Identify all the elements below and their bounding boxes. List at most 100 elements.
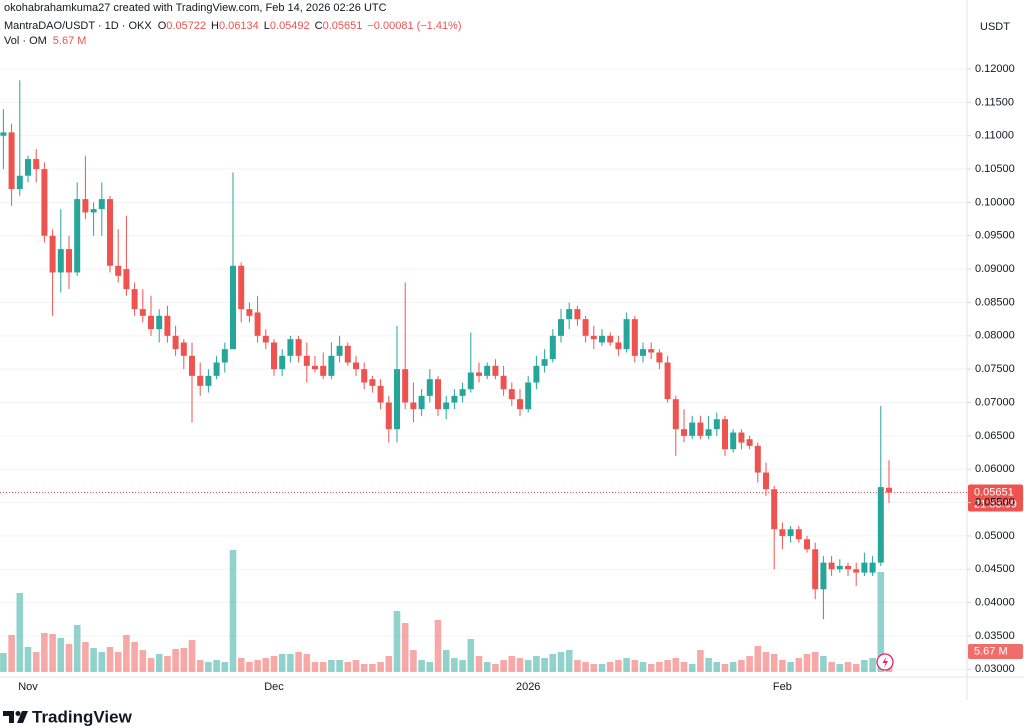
candle-body <box>353 362 359 370</box>
candle-body <box>467 372 474 390</box>
candle-body <box>763 472 769 490</box>
candle-body <box>845 565 851 570</box>
candle-body <box>295 339 302 356</box>
candle-body <box>877 487 884 563</box>
volume-bar <box>65 644 73 672</box>
x-tick-label: Nov <box>18 681 38 693</box>
y-tick-label: 0.08500 <box>975 296 1015 308</box>
logo: TradingView <box>3 707 133 726</box>
candle-body <box>640 349 646 356</box>
candle-body <box>517 399 523 410</box>
candle-body <box>664 362 671 400</box>
volume-bar <box>82 642 89 672</box>
candle-body <box>574 309 581 320</box>
volume-bar <box>328 660 335 672</box>
candle-body <box>754 445 761 473</box>
volume-bar <box>820 656 827 672</box>
price-label: 0.05651 <box>974 486 1014 498</box>
candle-body <box>787 529 794 536</box>
volume-bar <box>516 658 524 672</box>
candle-layer <box>0 80 892 620</box>
y-tick-label: 0.10000 <box>975 196 1015 208</box>
y-axis-label: USDT <box>980 21 1010 33</box>
volume-bar <box>500 660 507 672</box>
volume-bar <box>196 660 204 672</box>
volume-bar <box>639 662 647 672</box>
alert-icon <box>876 653 894 671</box>
countdown: 21:33:09 <box>974 498 1017 510</box>
candle-body <box>697 422 704 436</box>
volume-bar <box>221 662 229 672</box>
volume-bar <box>762 652 770 672</box>
volume-bar <box>172 649 179 672</box>
x-tick-label: Dec <box>264 681 284 693</box>
volume-bar <box>598 664 606 672</box>
candle-body <box>172 335 179 350</box>
candle-body <box>779 529 786 536</box>
volume-bar <box>656 662 663 672</box>
y-tick-label: 0.07500 <box>975 363 1015 375</box>
volume-bar <box>770 654 778 672</box>
symbol: MantraDAO/USDT · 1D · OKX <box>4 20 152 32</box>
candle-body <box>246 309 253 316</box>
y-tick-label: 0.11500 <box>975 96 1014 108</box>
y-tick-label: 0.06500 <box>975 430 1015 442</box>
x-tick-label: 2026 <box>516 681 540 693</box>
candle-body <box>394 369 400 430</box>
volume-bar <box>24 647 32 672</box>
candle-body <box>369 379 376 386</box>
volume-bar <box>475 656 483 672</box>
candle-body <box>205 375 212 386</box>
volume-bar <box>451 658 458 672</box>
volume-bar <box>787 662 794 672</box>
volume-bar <box>0 653 7 672</box>
volume-bar <box>811 652 819 672</box>
y-tick-label: 0.08000 <box>975 330 1015 342</box>
candle-body <box>795 529 802 540</box>
volume-bar <box>549 654 557 672</box>
candle-body <box>484 365 491 376</box>
candle-body <box>57 249 64 273</box>
volume-bar <box>467 639 475 672</box>
volume-bar <box>393 611 401 672</box>
volume-bar <box>246 662 253 672</box>
volume-bar <box>705 658 712 672</box>
volume-bar <box>869 658 876 672</box>
volume-bar <box>541 658 548 672</box>
volume-bar <box>213 660 220 672</box>
volume-label: 5.67 M <box>974 645 1008 657</box>
volume-bar <box>377 662 384 672</box>
volume-bar <box>139 650 147 672</box>
candle-body <box>8 132 15 190</box>
volume-bar <box>418 660 425 672</box>
ohlc-legend: MantraDAO/USDT · 1D · OKX O0.05722 H0.0613… <box>4 20 462 32</box>
volume-bar <box>336 660 343 672</box>
candle-body <box>722 419 728 450</box>
candle-body <box>689 422 696 436</box>
volume-bar <box>664 660 671 672</box>
volume-bar <box>295 652 302 672</box>
candle-body <box>230 265 236 350</box>
candle-body <box>500 375 507 390</box>
candle-body <box>66 249 72 273</box>
volume-bar <box>360 664 368 672</box>
candle-body <box>0 132 7 136</box>
candle-body <box>804 539 810 550</box>
candle-body <box>812 549 819 590</box>
candle-body <box>451 395 458 403</box>
candle-body <box>418 395 425 410</box>
candle-body <box>476 372 482 376</box>
candle-body <box>213 362 220 376</box>
volume-bar <box>877 572 885 672</box>
volume-bar <box>615 660 622 672</box>
candle-body <box>771 489 778 530</box>
volume-bar <box>434 620 442 672</box>
candle-body <box>221 349 228 363</box>
candle-body <box>139 309 146 316</box>
candle-body <box>336 345 343 356</box>
price-label-box <box>968 484 1023 512</box>
candle-body <box>861 562 868 573</box>
candle-body <box>156 315 163 330</box>
volume-bar <box>164 656 171 672</box>
y-tick-label: 0.04500 <box>975 563 1015 575</box>
